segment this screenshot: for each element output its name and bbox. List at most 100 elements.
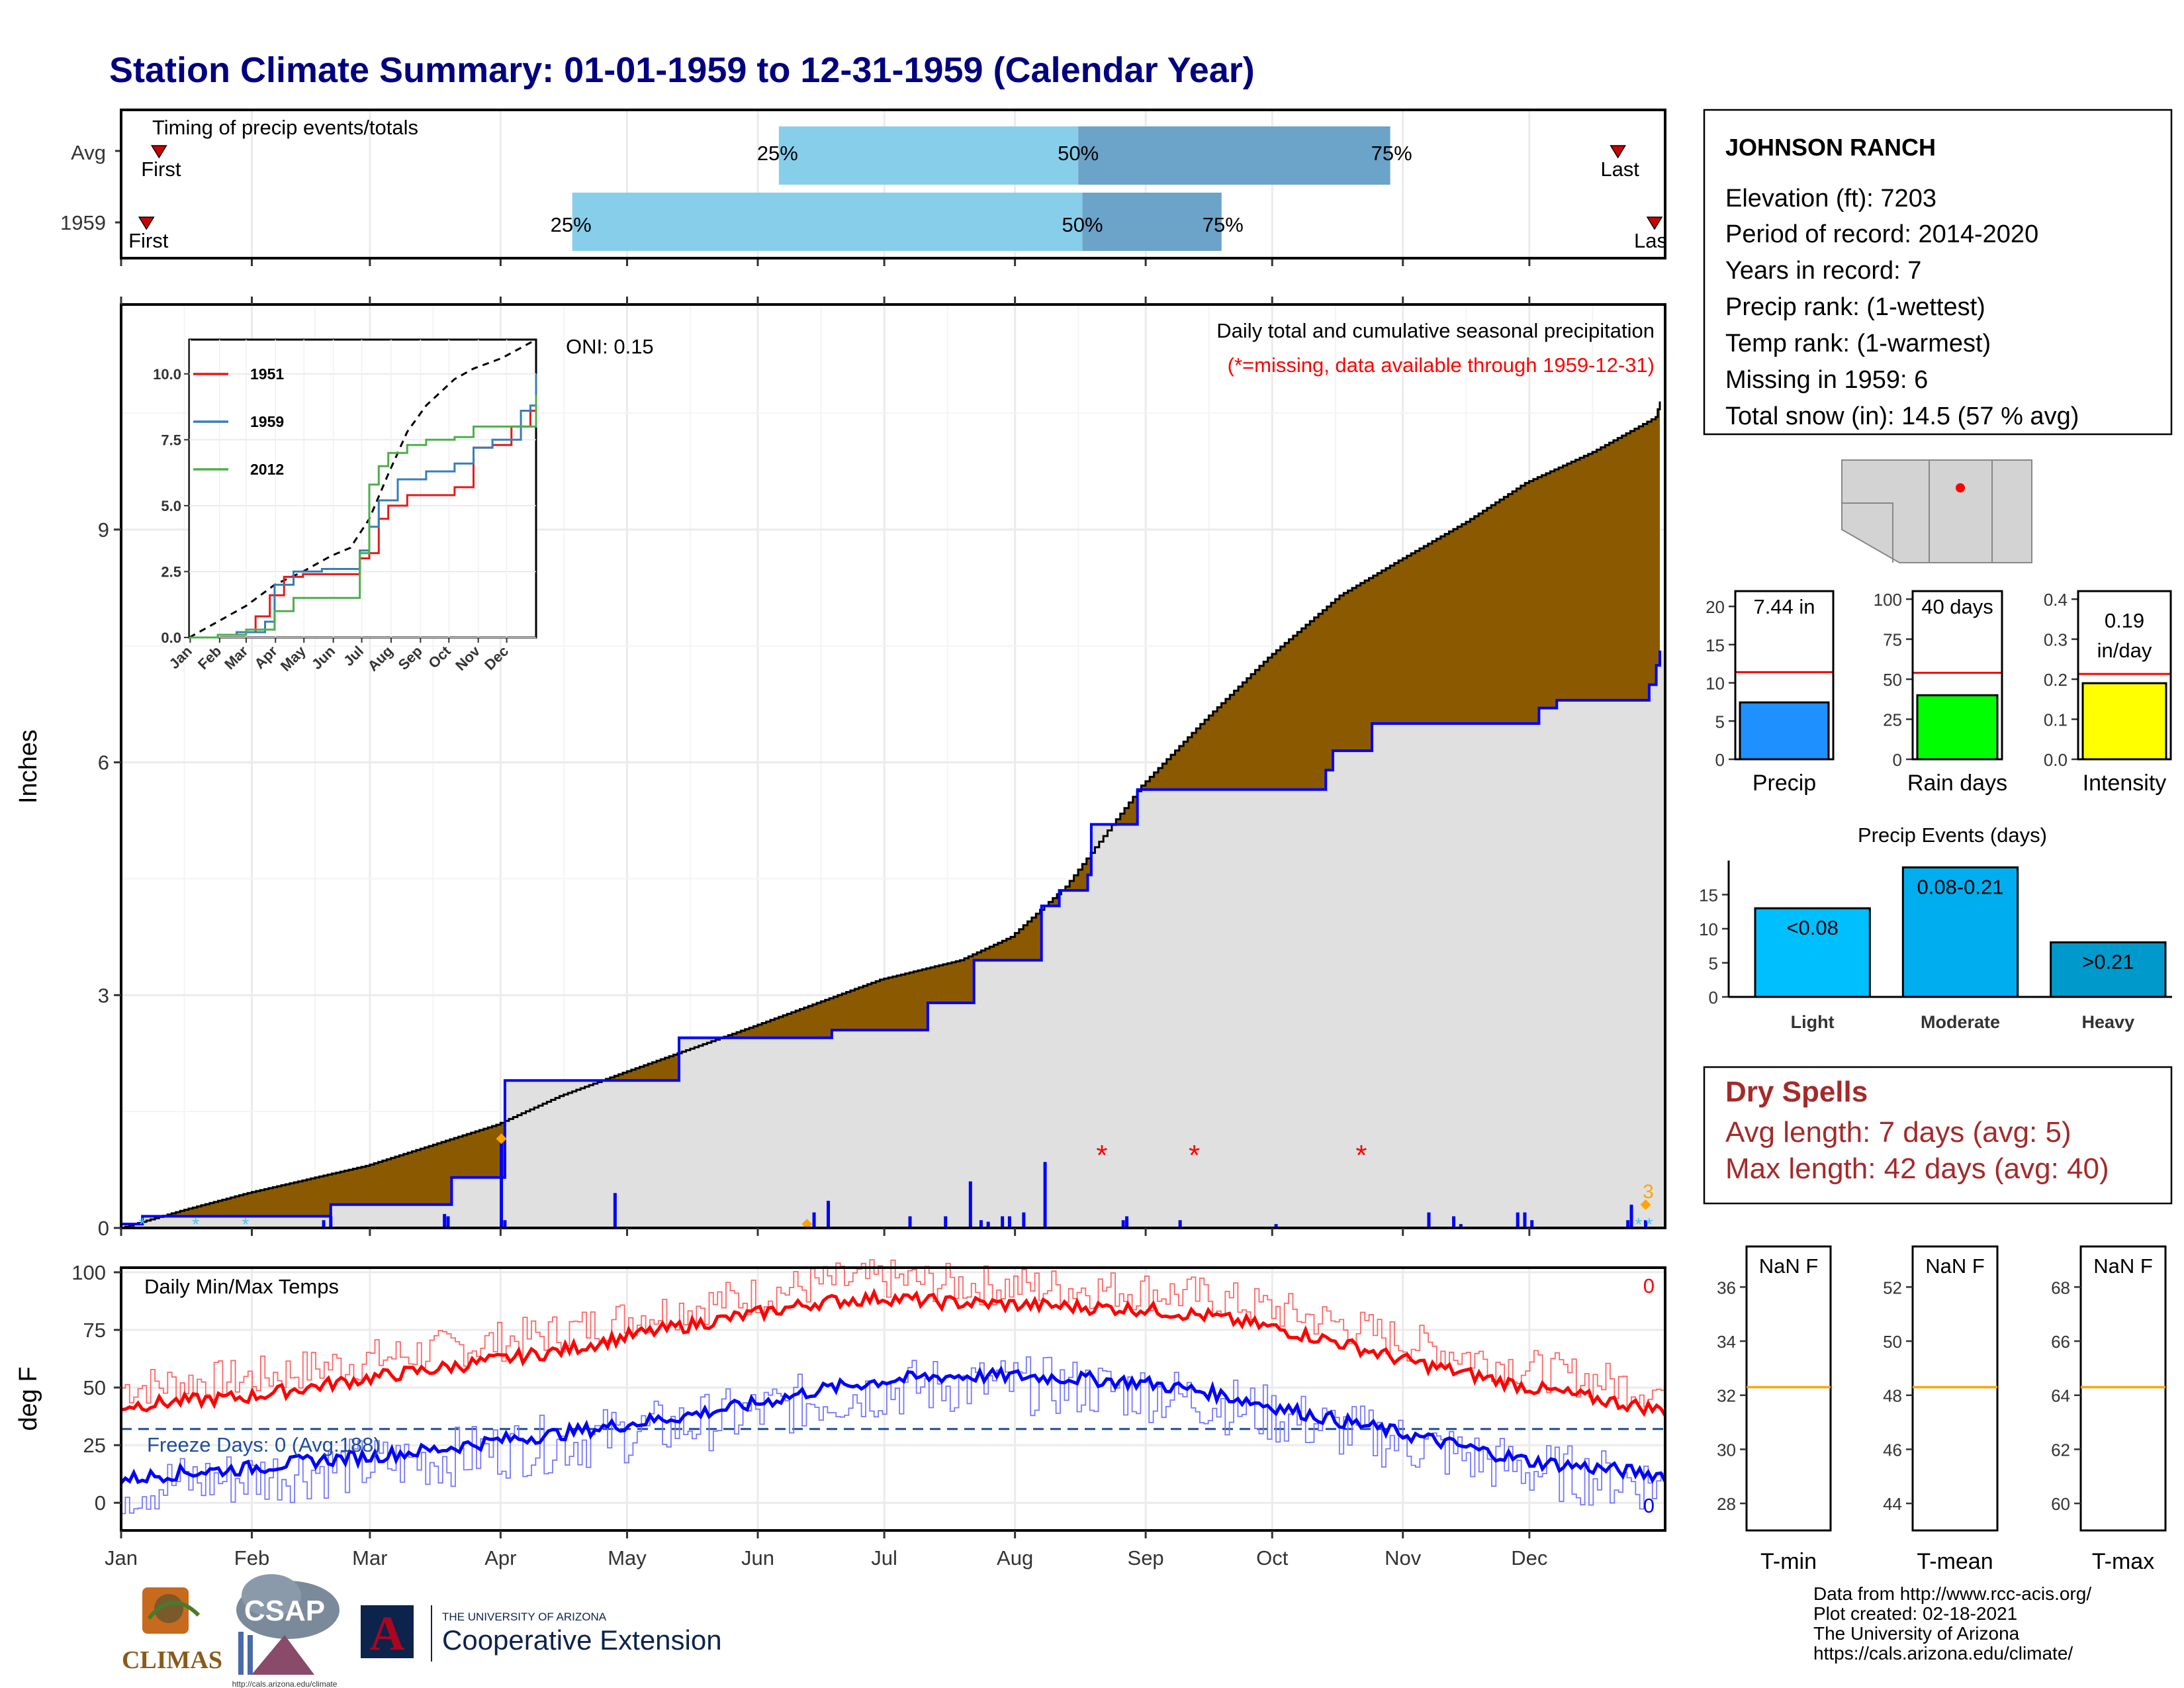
small-bar-value: 7.44 in xyxy=(1753,595,1815,618)
timing-bar-50-75 xyxy=(1082,193,1222,251)
inset-y-tick-label: 0.0 xyxy=(161,630,181,646)
timing-label-75: 75% xyxy=(1371,142,1412,165)
precip-y-tick-label: 9 xyxy=(98,518,109,541)
dry-spells-title: Dry Spells xyxy=(1725,1076,1868,1108)
daily-precip-bar xyxy=(446,1216,450,1228)
record-event-count: 3 xyxy=(1643,1181,1654,1203)
first-marker xyxy=(151,145,167,159)
inset-legend-label: 1959 xyxy=(250,413,284,430)
last-label: Las xyxy=(1634,229,1667,252)
csap-logo: CSAP http://cals.arizona.edu/climate xyxy=(232,1574,340,1688)
small-bar-value: 0.19 xyxy=(2105,609,2144,632)
timing-bar-50-75 xyxy=(1078,126,1390,185)
events-bar-label: 0.08-0.21 xyxy=(1917,875,2004,898)
small-bar-y-tick-label: 0.3 xyxy=(2044,630,2068,650)
climas-logo: CLIMAS xyxy=(122,1587,222,1674)
small-bar-value-unit: in/day xyxy=(2097,639,2152,662)
timing-label-75: 75% xyxy=(1203,213,1244,236)
small-bar-label: Intensity xyxy=(2083,771,2167,796)
events-category-label: Heavy xyxy=(2082,1012,2135,1032)
temp-box-y-tick-label: 66 xyxy=(2051,1332,2070,1352)
missing-data-marker: * xyxy=(1355,1139,1367,1172)
dry-spells-avg: Avg length: 7 days (avg: 5) xyxy=(1725,1116,2071,1149)
daily-precip-bar xyxy=(613,1193,617,1228)
snow-marker: * xyxy=(242,1214,249,1235)
temp-y-tick-label: 100 xyxy=(71,1261,106,1284)
first-marker xyxy=(138,216,155,230)
temp-box-y-tick-label: 32 xyxy=(1717,1386,1736,1406)
inset-series-line-2012 xyxy=(189,395,537,639)
daily-precip-bar xyxy=(968,1181,972,1228)
daily-precip-bar xyxy=(1523,1212,1527,1228)
location-map xyxy=(1841,459,2032,563)
events-category-label: Light xyxy=(1791,1012,1835,1032)
temp-box-y-tick-label: 68 xyxy=(2051,1278,2070,1297)
oni-label: ONI: 0.15 xyxy=(566,335,654,358)
daily-precip-bar xyxy=(1459,1224,1463,1228)
temp-y-tick-label: 25 xyxy=(83,1434,106,1457)
last-label: Last xyxy=(1600,158,1639,181)
small-bar-y-tick-label: 10 xyxy=(1706,674,1725,694)
small-bar-y-tick-label: 0 xyxy=(1715,750,1725,770)
temp-box-label: T-max xyxy=(2092,1549,2154,1574)
ua-big-text: Cooperative Extension xyxy=(442,1624,722,1656)
timing-label-25: 25% xyxy=(757,142,798,165)
last-marker xyxy=(1610,145,1626,159)
ua-small-text: THE UNIVERSITY OF ARIZONA xyxy=(442,1611,607,1623)
daily-precip-bar xyxy=(1626,1220,1630,1228)
events-y-tick-label: 15 xyxy=(1699,886,1718,906)
avg-min-temp-line xyxy=(120,1365,1667,1485)
ua-logo: A THE UNIVERSITY OF ARIZONA Cooperative … xyxy=(361,1605,722,1662)
month-label: Nov xyxy=(1385,1546,1422,1570)
month-label: Dec xyxy=(1511,1546,1547,1570)
temp-y-axis-label: deg F xyxy=(15,1366,42,1430)
footer-credits: Data from http://www.rcc-acis.org/ Plot … xyxy=(1813,1583,2091,1664)
inset-y-tick-label: 7.5 xyxy=(161,432,181,448)
timing-title: Timing of precip events/totals xyxy=(152,116,418,139)
daily-precip-bar xyxy=(329,1216,333,1228)
daily-precip-bar xyxy=(812,1212,816,1228)
daily-precip-bar xyxy=(1007,1216,1011,1228)
temp-box-value: NaN F xyxy=(1759,1254,1819,1278)
daily-precip-bar xyxy=(1530,1220,1534,1228)
temp-box-label: T-min xyxy=(1760,1549,1817,1574)
record-event-marker xyxy=(496,1133,507,1145)
station-precip-rank: Precip rank: (1-wettest) xyxy=(1725,293,1985,321)
month-label: Mar xyxy=(352,1546,387,1570)
daily-precip-bar xyxy=(1516,1212,1520,1228)
events-category-label: Moderate xyxy=(1921,1012,2000,1032)
month-label: Jul xyxy=(871,1546,897,1570)
first-label: First xyxy=(141,158,181,181)
timing-bar-25-50 xyxy=(572,193,1083,251)
freeze-days-label: Freeze Days: 0 (Avg:188) xyxy=(147,1433,381,1456)
station-missing: Missing in 1959: 6 xyxy=(1725,366,1928,394)
temp-top-right-value: 0 xyxy=(1643,1274,1655,1297)
small-bar-y-tick-label: 50 xyxy=(1883,670,1902,690)
small-bar-y-tick-label: 0.1 xyxy=(2044,710,2068,730)
snow-marker: * xyxy=(1635,1214,1642,1235)
temp-bottom-right-value: 0 xyxy=(1643,1494,1655,1517)
month-label: Aug xyxy=(997,1546,1033,1570)
small-bar-y-tick-label: 100 xyxy=(1874,590,1902,610)
temp-box-frame xyxy=(1745,1245,1832,1532)
temperature-panel: 0 25 50 75 100 Jan Feb Mar Apr May Jun Jul Aug Sep Oct… xyxy=(15,1259,1667,1570)
inset-legend-label: 1951 xyxy=(250,365,284,383)
small-bar-frame xyxy=(1734,590,1835,761)
small-bar-y-tick-label: 0.2 xyxy=(2044,670,2068,690)
temp-y-tick-label: 50 xyxy=(83,1376,106,1399)
missing-data-marker: * xyxy=(1189,1139,1200,1172)
daily-precip-bar xyxy=(1121,1220,1125,1228)
temp-box-y-tick-label: 60 xyxy=(2051,1494,2070,1514)
station-location-dot xyxy=(1956,483,1965,492)
timing-row-label-avg: Avg xyxy=(71,141,106,164)
small-bar-y-tick-label: 5 xyxy=(1715,712,1725,731)
events-y-tick-label: 5 xyxy=(1709,954,1718,974)
temp-y-tick-label: 0 xyxy=(95,1491,106,1515)
snow-marker: * xyxy=(192,1214,199,1235)
month-label: Oct xyxy=(1256,1546,1289,1570)
small-bar-frame xyxy=(1911,590,2003,761)
small-bar-label: Rain days xyxy=(1907,771,2007,796)
daily-min-temp-line xyxy=(121,1356,1666,1515)
daily-precip-bar xyxy=(1629,1204,1633,1228)
